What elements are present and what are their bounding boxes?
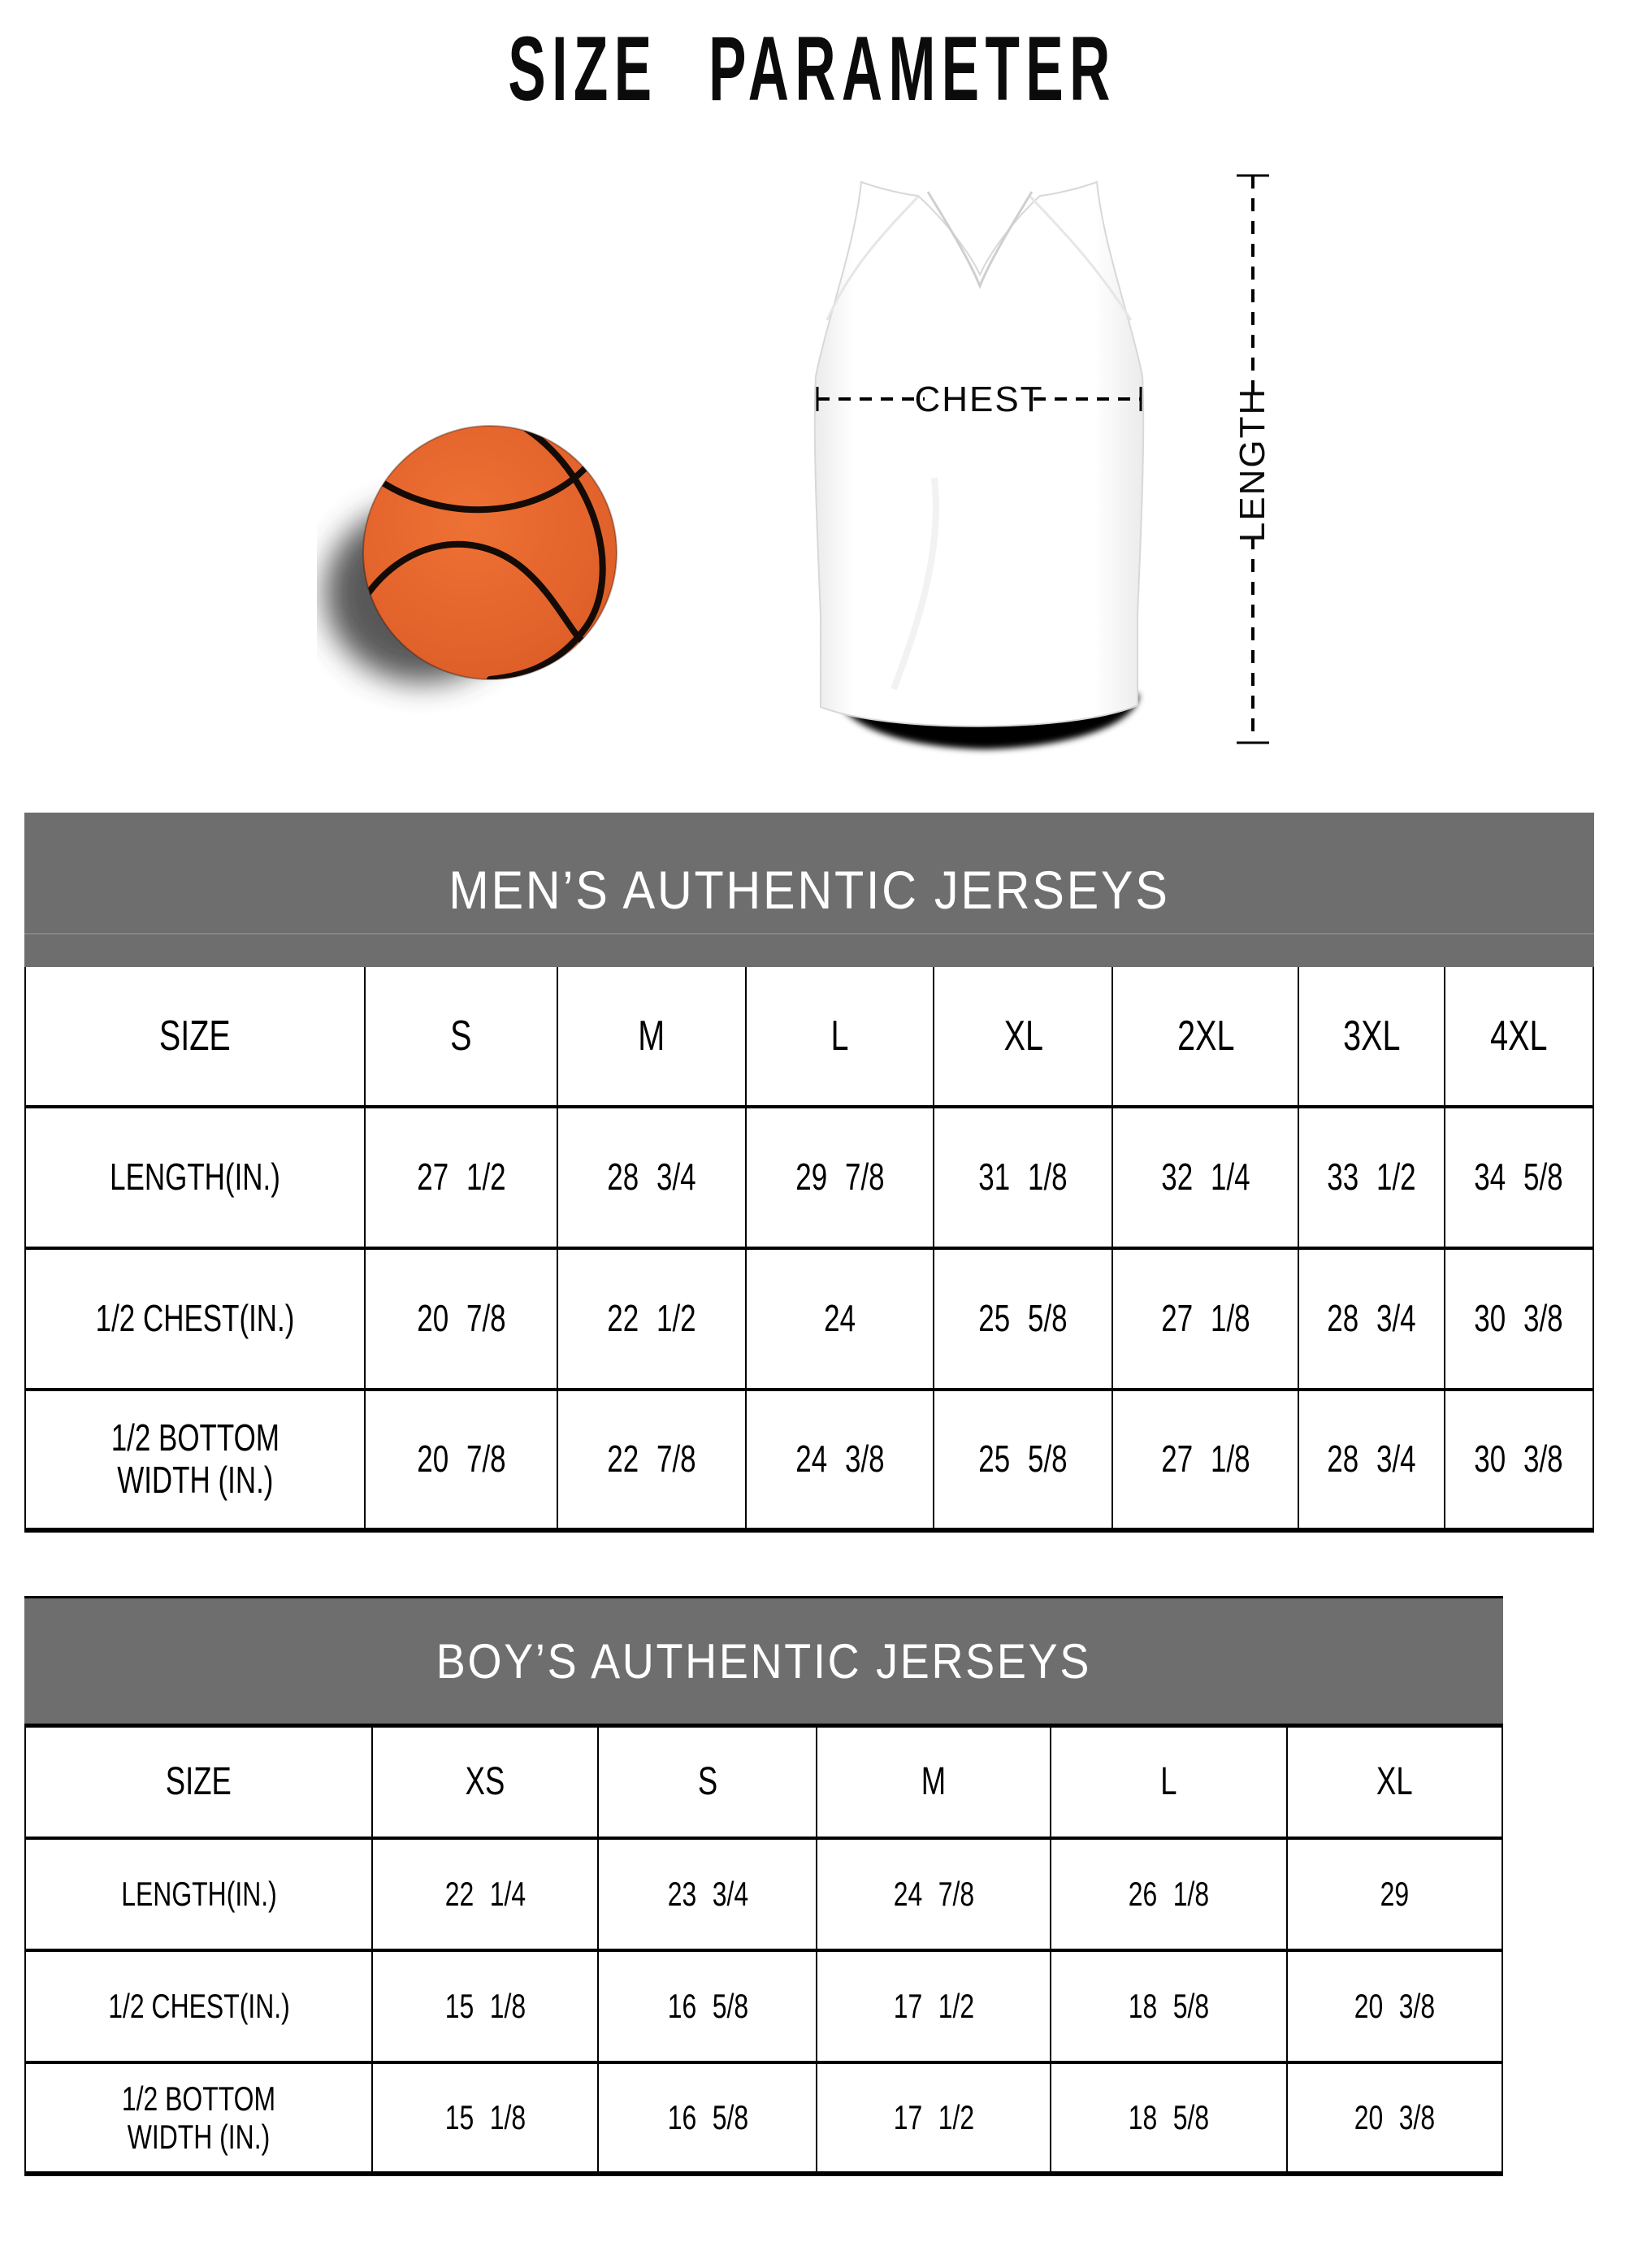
mens-table-header-band: MEN’S AUTHENTIC JERSEYS [24,813,1594,967]
boys-table-header-band: BOY’S AUTHENTIC JERSEYS [24,1596,1503,1728]
boys-row-label-half-chest: 1/2 CHEST(IN.) [26,1952,374,2064]
mens-col-header-m: M [558,967,747,1108]
mens-col-header-2xl: 2XL [1113,967,1300,1108]
value-cell: 29 [1287,1840,1503,1952]
value-cell: 20 3/8 [1287,2064,1503,2176]
value-cell: 27 1/2 [365,1108,559,1250]
chest-label: CHEST [914,379,1043,419]
value-cell: 17 1/2 [817,1952,1051,2064]
boys-col-header-xs: XS [373,1728,600,1840]
mens-row-label-length: LENGTH(IN.) [26,1108,366,1250]
value-cell: 16 5/8 [599,2064,818,2176]
value-cell: 20 7/8 [365,1391,559,1533]
mens-col-header-xl: XL [934,967,1114,1108]
boys-col-header-l: L [1051,1728,1288,1840]
mens-table-title: MEN’S AUTHENTIC JERSEYS [448,860,1170,920]
value-cell: 27 1/8 [1113,1250,1300,1391]
length-label: LENGTH [1233,388,1272,542]
jersey-icon: CHEST [813,180,1145,749]
value-cell: 29 7/8 [746,1108,935,1250]
value-cell: 18 5/8 [1051,2064,1288,2176]
ball-seams [363,426,606,679]
boys-col-header-size: SIZE [26,1728,374,1840]
value-cell: 18 5/8 [1051,1952,1288,2064]
boys-row-label-length: LENGTH(IN.) [26,1840,374,1952]
value-cell: 25 5/8 [934,1391,1114,1533]
value-cell: 16 5/8 [599,1952,818,2064]
value-cell: 24 3/8 [746,1391,935,1533]
value-cell: 15 1/8 [373,2064,600,2176]
value-cell: 15 1/8 [373,1952,600,2064]
basketball-icon [325,425,618,683]
value-cell: 22 1/2 [558,1250,747,1391]
value-cell: 25 5/8 [934,1250,1114,1391]
jersey-body [813,180,1145,727]
boys-col-header-xl: XL [1287,1728,1503,1840]
value-cell: 20 7/8 [365,1250,559,1391]
mens-col-header-l: L [746,967,935,1108]
value-cell: 32 1/4 [1113,1108,1300,1250]
boys-col-header-s: S [599,1728,818,1840]
mens-col-header-size: SIZE [26,967,366,1108]
value-cell: 33 1/2 [1299,1108,1445,1250]
value-cell: 24 7/8 [817,1840,1051,1952]
length-dimension-line: LENGTH [1233,174,1272,744]
value-cell: 27 1/8 [1113,1391,1300,1533]
value-cell: 20 3/8 [1287,1952,1503,2064]
value-cell: 17 1/2 [817,2064,1051,2176]
value-cell: 28 3/4 [558,1108,747,1250]
boys-col-header-m: M [817,1728,1051,1840]
value-cell: 34 5/8 [1445,1108,1594,1250]
value-cell: 23 3/4 [599,1840,818,1952]
jersey-detail-lines [826,191,1133,691]
value-cell: 22 7/8 [558,1391,747,1533]
page-title: SIZE PARAMETER [508,18,1117,119]
value-cell: 26 1/8 [1051,1840,1288,1952]
value-cell: 28 3/4 [1299,1391,1445,1533]
value-cell: 30 3/8 [1445,1391,1594,1533]
value-cell: 28 3/4 [1299,1250,1445,1391]
mens-col-header-s: S [365,967,559,1108]
chest-dimension-line [816,387,1142,411]
mens-col-header-3xl: 3XL [1299,967,1445,1108]
value-cell: 24 [746,1250,935,1391]
mens-row-label-half-bottom-width: 1/2 BOTTOM WIDTH (IN.) [26,1391,366,1533]
value-cell: 22 1/4 [373,1840,600,1952]
mens-band-divider [24,933,1594,935]
boys-size-table: SIZE XS S M L XL LENGTH(IN.) 22 1/4 23 3… [24,1728,1503,2176]
mens-col-header-4xl: 4XL [1445,967,1594,1108]
mens-row-label-half-chest: 1/2 CHEST(IN.) [26,1250,366,1391]
value-cell: 30 3/8 [1445,1250,1594,1391]
boys-row-label-half-bottom-width: 1/2 BOTTOM WIDTH (IN.) [26,2064,374,2176]
boys-table-title: BOY’S AUTHENTIC JERSEYS [436,1633,1092,1689]
value-cell: 31 1/8 [934,1108,1114,1250]
mens-size-table: SIZE S M L XL 2XL 3XL 4XL LENGTH(IN.) 27… [24,967,1594,1533]
